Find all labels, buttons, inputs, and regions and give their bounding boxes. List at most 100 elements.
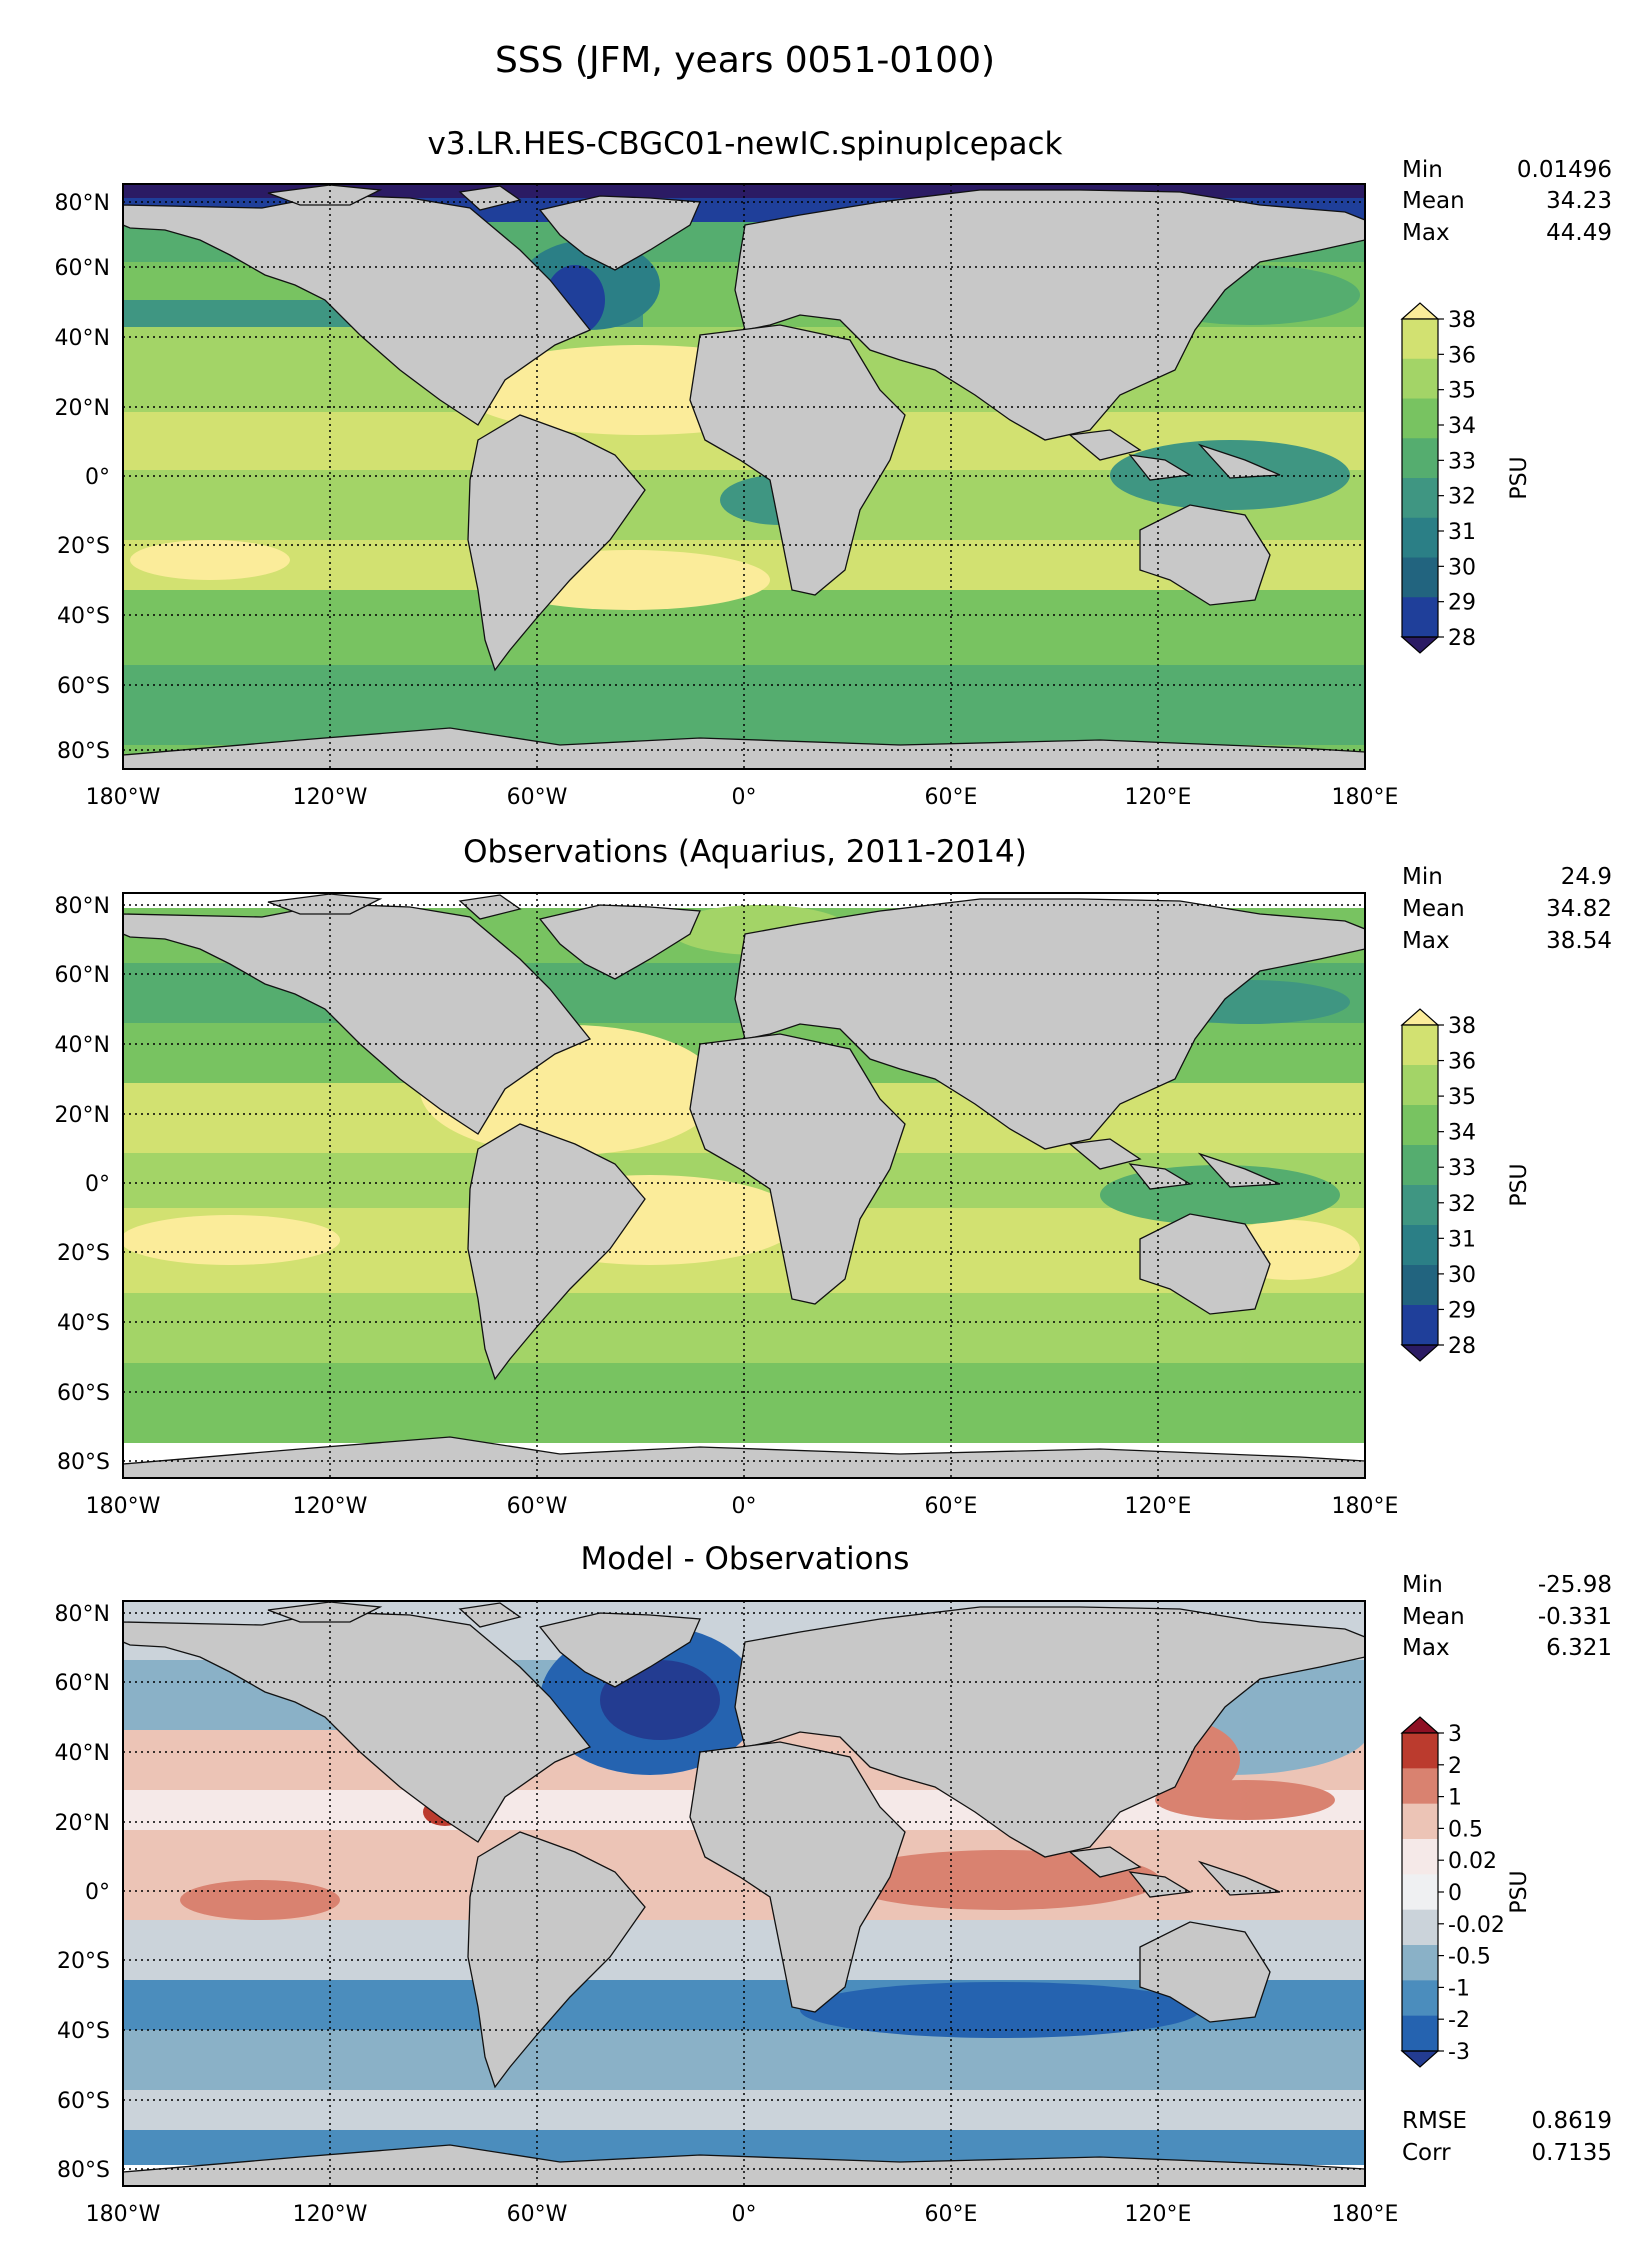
stats-block: Min 0.01496 Mean 34.23 Max 44.49 [1402, 157, 1612, 246]
colorbar-segment [1402, 1980, 1438, 2017]
colorbar-extend-max [1400, 1716, 1440, 1734]
colorbar-segment [1402, 1105, 1438, 1146]
colorbar-segment [1402, 517, 1438, 558]
stat-value: 24.9 [1561, 864, 1612, 890]
colorbar-unit-label: PSU [1507, 1163, 1532, 1206]
colorbar-tick-label: 34 [1448, 414, 1476, 439]
colorbar-segment [1402, 1265, 1438, 1306]
colorbar-outline [1401, 318, 1439, 638]
x-tick-label: 180°W [86, 1494, 161, 1519]
y-tick-label: 80°N [55, 894, 110, 919]
stat-label: Min [1402, 157, 1443, 183]
colorbar-segment [1402, 1839, 1438, 1875]
colorbar-tick-label: 31 [1448, 1227, 1476, 1252]
y-tick-label: 80°N [55, 191, 110, 216]
stat-label: Max [1402, 220, 1450, 246]
colorbar-segment [1402, 1733, 1438, 1769]
stats-block: Min 24.9 Mean 34.82 Max 38.54 [1402, 864, 1612, 954]
x-tick-label: 60°W [507, 785, 568, 810]
stat-label: Min [1402, 1572, 1443, 1598]
x-tick-label: 180°W [86, 2202, 161, 2227]
panel-observations: Observations (Aquarius, 2011-2014) [55, 834, 1612, 1519]
colorbar-outline [1401, 1024, 1439, 1346]
colorbar-tick-label: 32 [1448, 1192, 1476, 1217]
colorbar-tick-label: 2 [1448, 1754, 1462, 1779]
colorbar-tick-label: 28 [1448, 1334, 1476, 1359]
stat-value: 0.01496 [1517, 157, 1612, 183]
colorbar-tick-label: 33 [1448, 1156, 1476, 1181]
stat-label: Mean [1402, 188, 1465, 214]
colorbar-extend-max [1400, 302, 1440, 320]
colorbar-tick-label: 32 [1448, 485, 1476, 510]
colorbar-extend-min [1400, 2050, 1440, 2068]
stat-value: -25.98 [1538, 1572, 1612, 1598]
x-tick-label: 180°E [1332, 1494, 1399, 1519]
colorbar-segment [1402, 1909, 1438, 1946]
colorbar-tick-label: 38 [1448, 308, 1476, 333]
colorbar-tick-label: 0 [1448, 1881, 1462, 1906]
x-tick-label: 120°W [293, 785, 368, 810]
x-tick-label: 180°E [1332, 785, 1399, 810]
colorbar-tick-label: 29 [1448, 1298, 1476, 1323]
colorbar-tick-label: 1 [1448, 1786, 1462, 1811]
stat-value: 38.54 [1546, 928, 1612, 954]
y-tick-label: 60°S [57, 674, 110, 699]
y-tick-label: 60°S [57, 1381, 110, 1406]
colorbar-segment [1402, 1874, 1438, 1911]
y-tick-label: 0° [85, 1880, 110, 1905]
map-field [123, 184, 1365, 769]
y-tick-label: 20°S [57, 1241, 110, 1266]
figure-title: SSS (JFM, years 0051-0100) [495, 40, 995, 81]
x-tick-label: 120°W [293, 2202, 368, 2227]
colorbar-tick-label: -0.02 [1448, 1913, 1505, 1938]
colorbar-tick-label: 31 [1448, 520, 1476, 545]
y-tick-label: 60°N [55, 256, 110, 281]
colorbar-unit-label: PSU [1507, 456, 1532, 499]
y-tick-label: 20°N [55, 1103, 110, 1128]
colorbar-tick-label: -2 [1448, 2008, 1470, 2033]
colorbar-tick-label: -3 [1448, 2040, 1470, 2065]
x-tick-label: 120°W [293, 1494, 368, 1519]
map-field [123, 893, 1365, 1478]
stat-label: Max [1402, 928, 1450, 954]
stat-value: 34.82 [1546, 896, 1612, 922]
colorbar-tick-label: 34 [1448, 1121, 1476, 1146]
colorbar-extend-min [1400, 636, 1440, 654]
colorbar-unit-label: PSU [1507, 1870, 1532, 1913]
x-tick-label: 0° [732, 785, 757, 810]
colorbar-tick-label: 35 [1448, 1085, 1476, 1110]
skill-stats-block: RMSE 0.8619 Corr 0.7135 [1402, 2108, 1612, 2166]
stat-label: Max [1402, 1635, 1450, 1661]
x-tick-label: 120°E [1125, 785, 1192, 810]
y-tick-label: 40°N [55, 1033, 110, 1058]
y-tick-label: 0° [85, 465, 110, 490]
stat-value: 0.7135 [1532, 2140, 1612, 2166]
colorbar-tick-label: 30 [1448, 1263, 1476, 1288]
y-tick-label: 20°S [57, 1949, 110, 1974]
stat-label: RMSE [1402, 2108, 1467, 2134]
colorbar: 3 2 1 0.5 0.02 0 -0.02 -0.5 -1 -2 -3 PSU [1400, 1716, 1532, 2068]
x-tick-label: 180°W [86, 785, 161, 810]
colorbar-segment [1402, 597, 1438, 638]
x-tick-label: 120°E [1125, 1494, 1192, 1519]
colorbar-tick-label: 36 [1448, 1050, 1476, 1075]
colorbar-tick-label: -0.5 [1448, 1945, 1491, 1970]
y-tick-labels: 80°N 60°N 40°N 20°N 0° 20°S 40°S 60°S 80… [55, 894, 110, 1475]
panel-title: Model - Observations [581, 1541, 910, 1577]
colorbar-tick-label: 33 [1448, 449, 1476, 474]
x-tick-label: 180°E [1332, 2202, 1399, 2227]
colorbar-tick-label: 3 [1448, 1722, 1462, 1747]
stat-value: 6.321 [1546, 1635, 1612, 1661]
colorbar-extend-max [1400, 1008, 1440, 1026]
panel-model: v3.LR.HES-CBGC01-newIC.spinupIcepack [55, 126, 1612, 810]
y-tick-label: 20°S [57, 534, 110, 559]
stat-label: Corr [1402, 2140, 1451, 2166]
stat-label: Mean [1402, 1604, 1465, 1630]
x-tick-label: 0° [732, 1494, 757, 1519]
y-tick-label: 40°N [55, 1741, 110, 1766]
colorbar-tick-label: 29 [1448, 591, 1476, 616]
x-tick-labels: 180°W 120°W 60°W 0° 60°E 120°E 180°E [86, 2202, 1399, 2227]
y-tick-labels: 80°N 60°N 40°N 20°N 0° 20°S 40°S 60°S 80… [55, 1602, 110, 2183]
x-tick-labels: 180°W 120°W 60°W 0° 60°E 120°E 180°E [86, 1494, 1399, 1519]
